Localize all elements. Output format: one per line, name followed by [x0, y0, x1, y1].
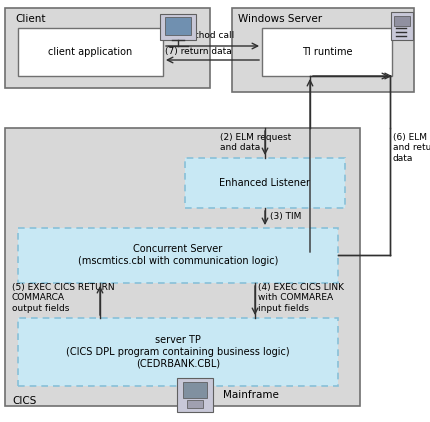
Bar	[5, 128, 359, 406]
Text: Client: Client	[15, 14, 46, 24]
Text: client application: client application	[48, 47, 132, 57]
Bar	[184, 158, 344, 208]
Bar	[187, 400, 203, 408]
Bar	[5, 8, 209, 88]
Text: (7) return data: (7) return data	[165, 47, 231, 56]
Text: server TP
(CICS DPL program containing business logic)
(CEDRBANK.CBL): server TP (CICS DPL program containing b…	[66, 335, 289, 368]
Text: TI runtime: TI runtime	[301, 47, 351, 57]
Bar	[18, 318, 337, 386]
Bar	[390, 12, 412, 40]
Text: Concurrent Server
(mscmtics.cbl with communication logic): Concurrent Server (mscmtics.cbl with com…	[78, 244, 277, 266]
Text: Windows Server: Windows Server	[237, 14, 321, 24]
Bar	[393, 16, 409, 26]
Text: (3) TIM: (3) TIM	[269, 213, 301, 222]
Text: Enhanced Listener: Enhanced Listener	[219, 178, 310, 188]
Text: (1) method call: (1) method call	[165, 31, 234, 40]
Text: (5) EXEC CICS RETURN
COMMARCA
output fields: (5) EXEC CICS RETURN COMMARCA output fie…	[12, 283, 114, 313]
Bar	[261, 28, 391, 76]
Bar	[183, 382, 206, 398]
Text: (4) EXEC CICS LINK
with COMMAREA
input fields: (4) EXEC CICS LINK with COMMAREA input f…	[258, 283, 343, 313]
Bar	[160, 14, 196, 40]
Text: Mainframe: Mainframe	[222, 390, 278, 400]
Bar	[177, 378, 212, 412]
Bar	[165, 17, 190, 35]
Text: (2) ELM request
and data: (2) ELM request and data	[219, 133, 291, 152]
Bar	[231, 8, 413, 92]
Text: CICS: CICS	[12, 396, 36, 406]
Text: (6) ELM reply
and return
data: (6) ELM reply and return data	[392, 133, 430, 163]
Bar	[18, 228, 337, 283]
Bar	[18, 28, 163, 76]
